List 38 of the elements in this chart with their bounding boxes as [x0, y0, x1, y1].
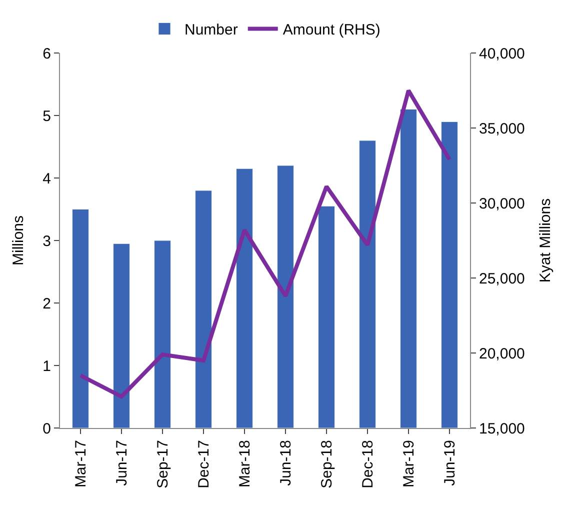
y2-tick-label: 30,000: [479, 195, 525, 212]
y-axis-title: Millions: [10, 215, 27, 266]
legend-label: Amount (RHS): [282, 22, 380, 39]
x-tick-label: Sep-18: [318, 440, 336, 488]
y-tick-label: 5: [42, 108, 51, 125]
y-tick-label: 6: [42, 45, 51, 62]
x-tick-label: Mar-17: [72, 440, 90, 488]
y-tick-label: 3: [42, 232, 51, 250]
x-tick-label: Mar-19: [400, 440, 418, 488]
bar: [195, 190, 212, 428]
bar: [359, 140, 376, 428]
x-tick-label: Jun-17: [113, 440, 130, 486]
bar: [277, 165, 294, 428]
legend-label: Number: [184, 22, 238, 39]
y2-tick-label: 20,000: [479, 345, 525, 362]
bar: [236, 168, 253, 428]
y-tick-label: 4: [42, 170, 51, 188]
bar: [113, 243, 130, 428]
x-tick-label: Dec-17: [195, 440, 212, 488]
x-tick-label: Sep-17: [154, 440, 172, 488]
y2-tick-label: 35,000: [479, 120, 525, 138]
bar: [441, 122, 458, 428]
y-tick-label: 0: [42, 420, 51, 438]
x-tick-label: Jun-18: [277, 440, 294, 486]
line-series: [78, 88, 452, 398]
bar: [318, 206, 335, 428]
bar: [72, 209, 89, 428]
x-tick-label: Mar-18: [236, 440, 254, 488]
x-tick-label: Dec-18: [359, 440, 376, 488]
y2-axis-title: Kyat Millions: [536, 198, 554, 283]
bar: [154, 240, 171, 428]
bar: [400, 109, 417, 428]
x-tick-label: Jun-19: [441, 440, 458, 486]
y-tick-label: 1: [42, 358, 51, 375]
y2-tick-label: 25,000: [479, 270, 525, 288]
y2-tick-label: 15,000: [479, 420, 525, 438]
y2-tick-label: 40,000: [479, 45, 525, 62]
y-tick-label: 2: [42, 295, 51, 312]
